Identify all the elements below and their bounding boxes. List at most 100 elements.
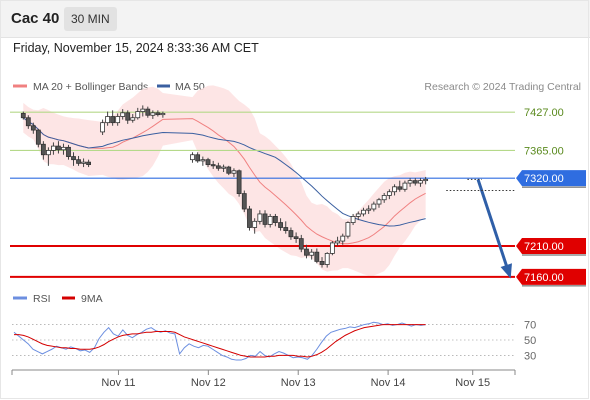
candle-body [319, 261, 325, 265]
candle-body [30, 125, 36, 131]
candle-body [221, 166, 226, 169]
level-tag-7320.00 [516, 170, 586, 187]
candle-body [200, 159, 206, 162]
candle-body [252, 220, 258, 228]
chart-datetime: Friday, November 15, 2024 8:33:36 AM CET [13, 41, 259, 55]
candle-body [231, 170, 237, 174]
candle-body [329, 242, 335, 254]
legend-label-ma50: MA 50 [175, 81, 205, 93]
candle-body [190, 154, 195, 161]
candle-body [324, 252, 330, 265]
candle-body [283, 227, 289, 231]
candle-body [226, 166, 232, 174]
rsi-tick-30: 30 [524, 350, 536, 362]
candle-body [130, 117, 136, 121]
candle-body [120, 112, 126, 117]
candle-body [56, 145, 61, 151]
candle-body [86, 161, 91, 165]
candle-body [423, 178, 429, 182]
candle-body [361, 209, 366, 215]
projection-arrow [476, 178, 512, 277]
candle-body [110, 116, 116, 124]
candle-body [366, 208, 372, 211]
candle-body [100, 122, 105, 133]
candle-body [314, 251, 320, 262]
candle-body [335, 240, 340, 244]
candle-body [115, 116, 121, 124]
candle-body [262, 213, 268, 225]
instrument-title: Cac 40 [11, 10, 60, 27]
candle-body [46, 150, 51, 156]
x-tick-label-nov-11: Nov 11 [101, 377, 135, 389]
candle-body [125, 112, 131, 121]
candle-body [210, 164, 216, 167]
candle-body [241, 193, 247, 210]
ma9-line [14, 324, 426, 358]
rsi-line [13, 321, 426, 361]
x-tick-label-nov-15: Nov 15 [455, 377, 490, 389]
candle-body [140, 108, 146, 112]
candle-body [278, 222, 283, 228]
legend-label-rsi: RSI [33, 293, 51, 305]
level-label-7320.00: 7320.00 [524, 173, 564, 185]
candle-body [345, 222, 351, 237]
candle-body [397, 186, 403, 190]
candle-body [257, 213, 263, 222]
x-tick-label-nov-13: Nov 13 [281, 377, 316, 389]
rsi-tick-50: 50 [524, 335, 536, 347]
rsi-tick-70: 70 [524, 320, 536, 332]
candle-body [418, 180, 423, 184]
candle-body [105, 116, 111, 124]
chart-header: Cac 40 30 MIN [0, 0, 590, 38]
level-tag-7210.00 [516, 238, 586, 254]
legend-label-bollinger: MA 20 + Bollinger Bands [33, 81, 148, 93]
candle-body [386, 191, 392, 196]
candle-body [40, 143, 46, 156]
candle-body [205, 159, 211, 166]
candle-body [304, 248, 309, 256]
candle-body [150, 112, 156, 116]
candle-body [76, 159, 81, 164]
x-tick-label-nov-14: Nov 14 [371, 377, 406, 389]
candle-body [381, 195, 387, 201]
candle-body [340, 235, 346, 242]
candle-body [66, 146, 71, 157]
bollinger-band [23, 85, 426, 276]
projection-arrow-head [500, 263, 512, 279]
candle-body [402, 182, 408, 190]
candle-body [247, 208, 252, 228]
interval-badge[interactable]: 30 MIN [64, 7, 117, 31]
candle-body [25, 117, 31, 127]
level-label-7160.00: 7160.00 [524, 272, 564, 284]
source-credit: Research © 2024 Trading Central [424, 81, 581, 93]
candle-body [272, 215, 278, 223]
candle-body [145, 108, 151, 116]
candle-body [160, 113, 166, 116]
candle-body [267, 215, 273, 225]
candle-body [155, 112, 161, 116]
candle-body [195, 154, 201, 162]
level-label-7210.00: 7210.00 [524, 241, 564, 253]
x-tick-label-nov-12: Nov 12 [191, 377, 226, 389]
candle-body [412, 180, 418, 184]
candle-body [71, 156, 76, 161]
candle-body [35, 129, 41, 145]
candle-body [355, 213, 361, 217]
candle-body [376, 199, 382, 205]
candle-body [20, 113, 26, 119]
level-label-7365.00: 7365.00 [524, 145, 564, 157]
candle-body [215, 165, 221, 169]
candle-body [288, 230, 294, 238]
candle-body [298, 238, 304, 250]
candle-body [61, 146, 66, 151]
candle-body [392, 186, 397, 193]
candle-body [81, 161, 86, 164]
level-tag-7160.00 [516, 268, 586, 285]
candle-body [293, 236, 299, 239]
candle-body [135, 111, 141, 119]
level-label-7427.00: 7427.00 [524, 107, 564, 119]
legend-label-9ma: 9MA [81, 293, 103, 305]
ma50-line [22, 117, 426, 227]
candle-body [236, 170, 242, 194]
